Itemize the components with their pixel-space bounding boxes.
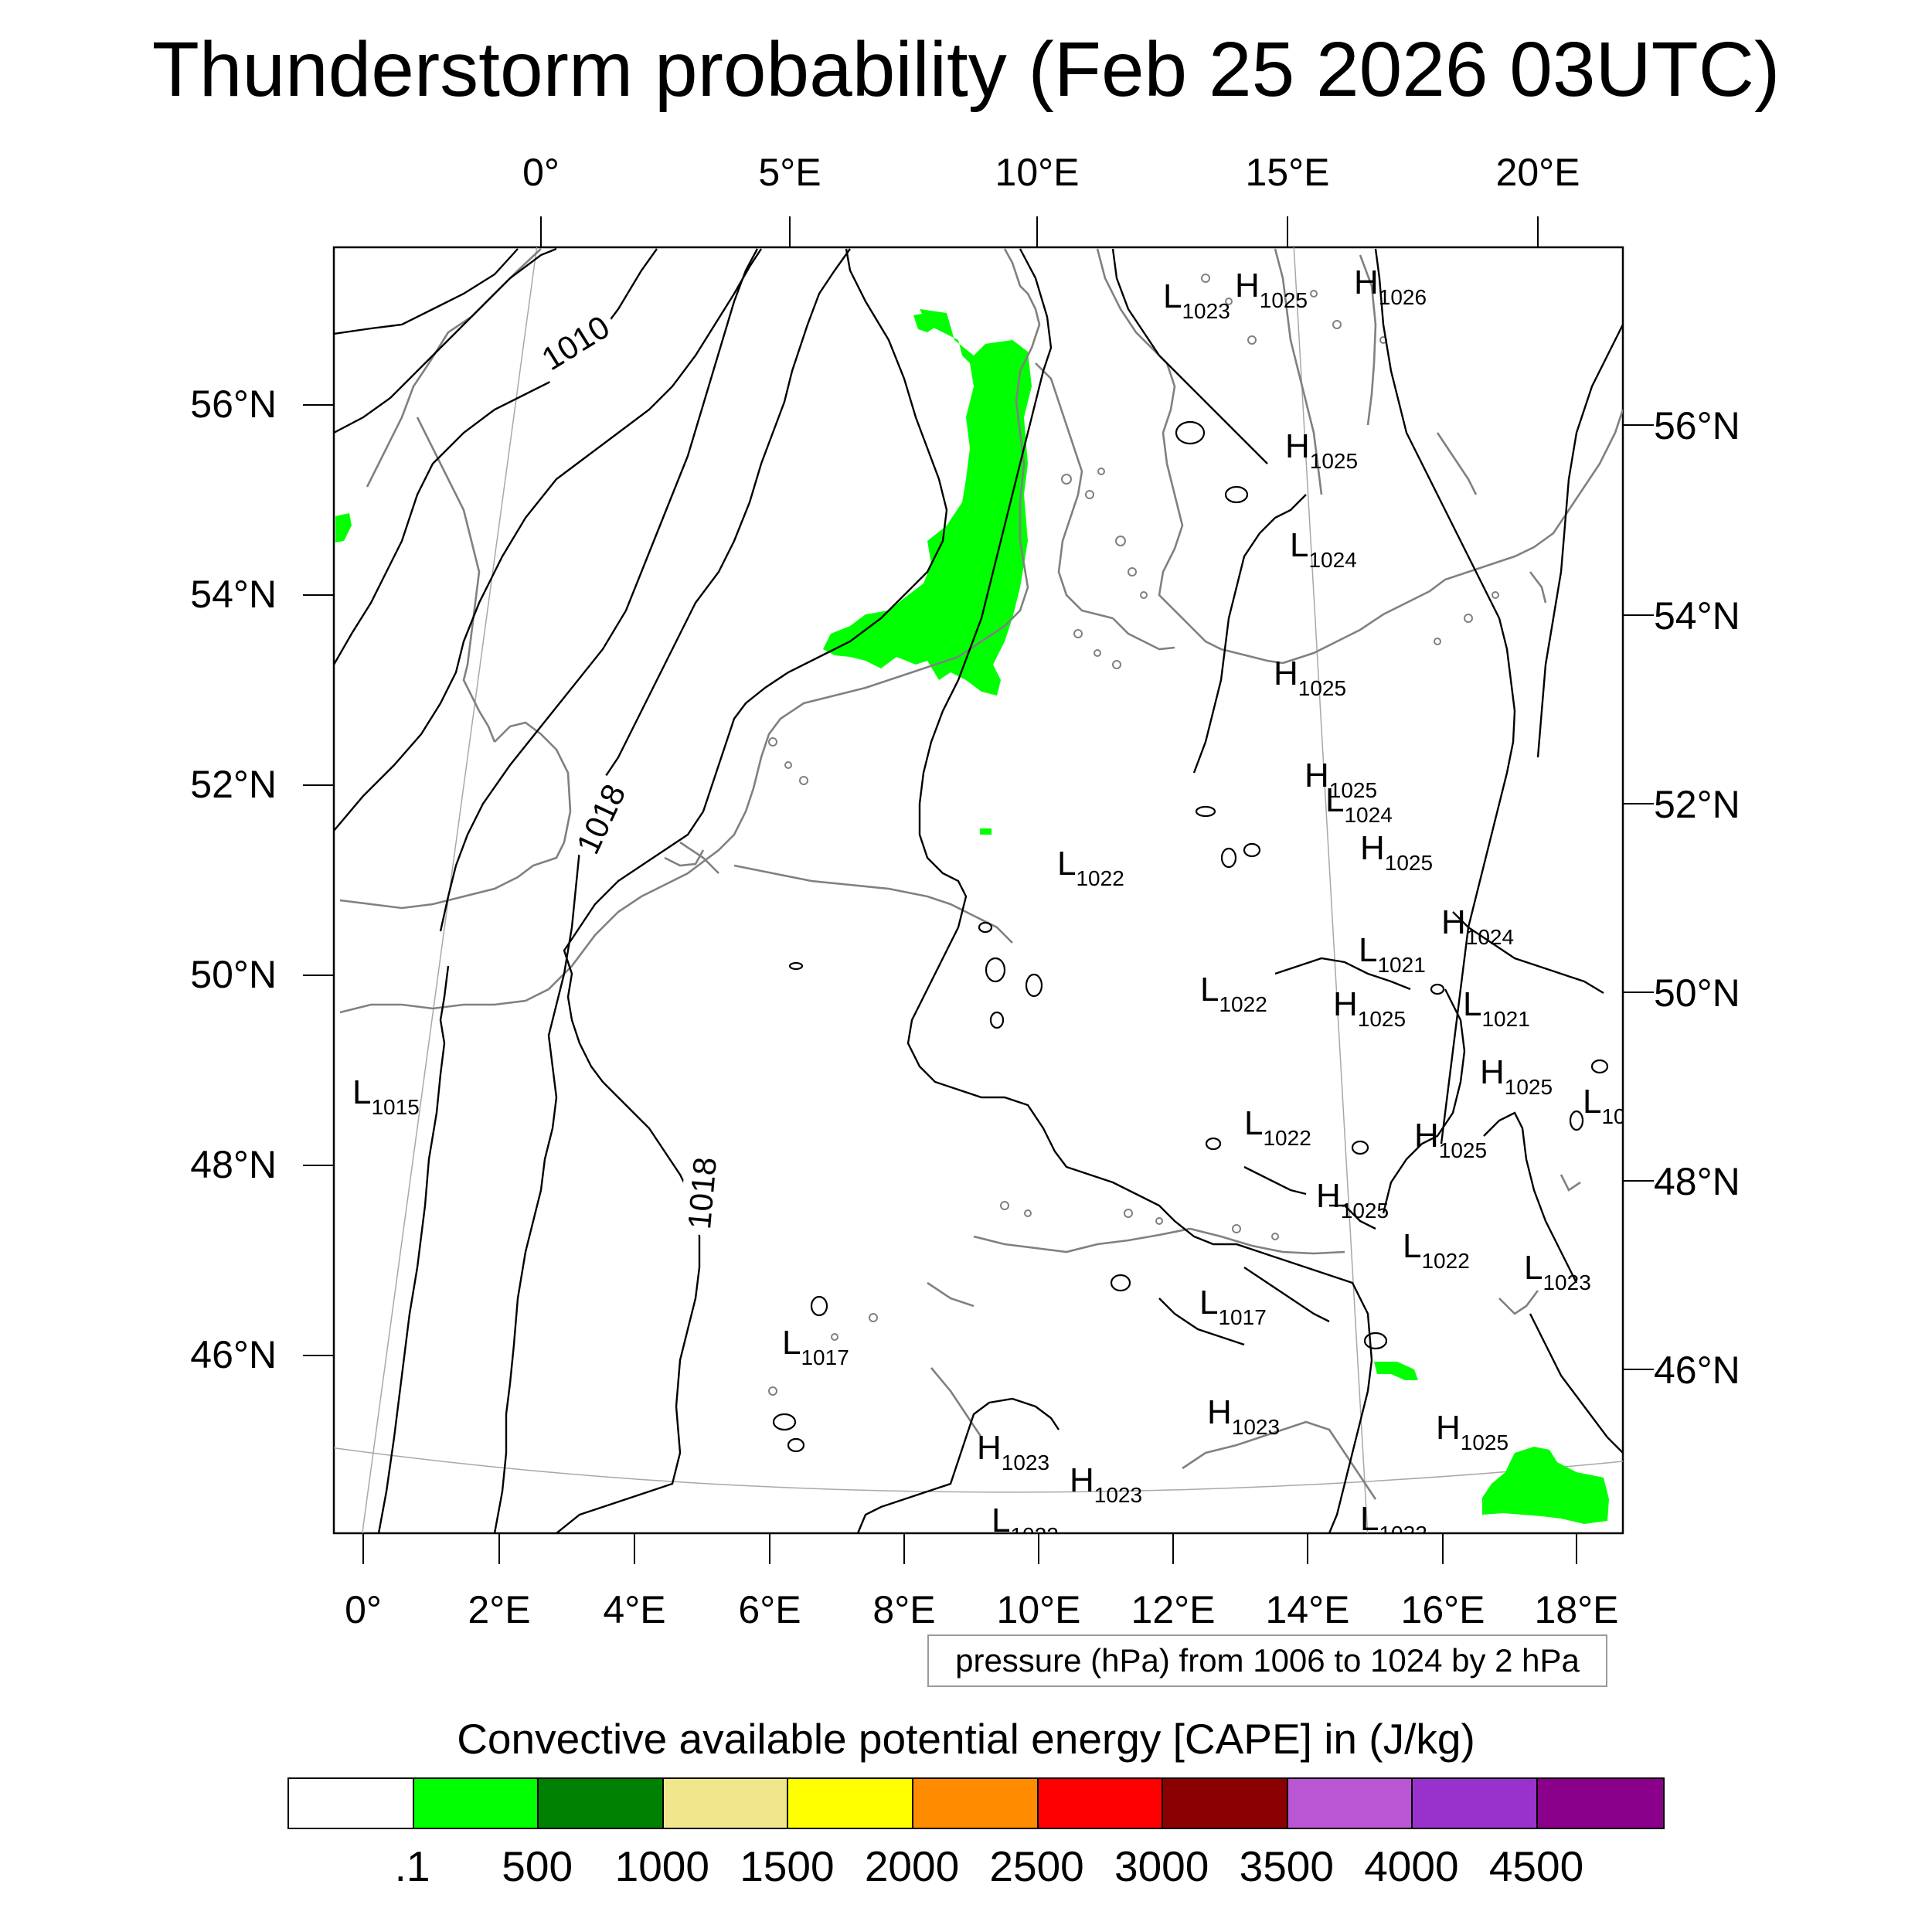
top-lon-20e: 20°E — [1496, 151, 1580, 194]
pressure-center-label: H1023 — [1207, 1393, 1280, 1439]
isobar-small-contours — [772, 420, 1609, 1453]
pressure-center-label: L10 — [1583, 1083, 1626, 1128]
pressure-info-box: pressure (hPa) from 1006 to 1024 by 2 hP… — [927, 1634, 1607, 1687]
pressure-center-label: H1025 — [1436, 1409, 1509, 1454]
pressure-center-label: H1025 — [1414, 1117, 1487, 1162]
colorbar-swatch — [663, 1779, 789, 1828]
pressure-center-label: H1025 — [1333, 985, 1406, 1031]
colorbar-swatch — [539, 1779, 664, 1828]
bottom-lon-0: 0° — [345, 1588, 382, 1631]
pressure-center-label: L1024 — [1325, 781, 1393, 827]
colorbar-label: 1500 — [740, 1842, 835, 1890]
pressure-center-label: L1022 — [1057, 845, 1124, 890]
right-lat-48n: 48°N — [1654, 1160, 1740, 1203]
contour-label-1018-b: 1018 — [681, 1155, 723, 1230]
pressure-center-label: L1017 — [782, 1324, 849, 1369]
colorbar-label: 4000 — [1364, 1842, 1459, 1890]
cape-shading — [335, 309, 1609, 1524]
colorbar-label: 3000 — [1114, 1842, 1209, 1890]
map-title: Thunderstorm probability (Feb 25 2026 03… — [151, 26, 1781, 113]
pressure-center-label: H1026 — [1354, 264, 1427, 309]
colorbar-label: .1 — [394, 1842, 430, 1890]
right-lat-50n: 50°N — [1654, 971, 1740, 1015]
pressure-center-label: L1022 — [1200, 971, 1267, 1016]
colorbar — [287, 1777, 1665, 1829]
colorbar-swatch — [1537, 1779, 1663, 1828]
bottom-lon-8e: 8°E — [872, 1588, 935, 1631]
axis-labels: 0° 5°E 10°E 15°E 20°E 0° 2°E 4°E 6°E 8°E… — [190, 151, 1740, 1631]
pressure-center-label: H1025 — [1480, 1053, 1553, 1099]
tick-marks — [303, 216, 1654, 1564]
colorbar-swatch — [1413, 1779, 1538, 1828]
bottom-lon-18e: 18°E — [1535, 1588, 1619, 1631]
bottom-lon-12e: 12°E — [1131, 1588, 1216, 1631]
top-lon-5e: 5°E — [758, 151, 821, 194]
bottom-lon-14e: 14°E — [1266, 1588, 1350, 1631]
top-lon-10e: 10°E — [995, 151, 1080, 194]
top-lon-0: 0° — [522, 151, 560, 194]
colorbar-label: 1000 — [614, 1842, 709, 1890]
bottom-lon-2e: 2°E — [468, 1588, 530, 1631]
pressure-center-label: L1021 — [1359, 931, 1426, 977]
graticule — [334, 247, 1623, 1533]
pressure-center-label: H1025 — [1285, 427, 1358, 473]
right-lat-54n: 54°N — [1654, 594, 1740, 638]
right-lat-46n: 46°N — [1654, 1349, 1740, 1392]
pressure-center-label: L1022 — [1244, 1104, 1311, 1150]
right-lat-52n: 52°N — [1654, 783, 1740, 826]
pressure-center-label: H1025 — [1304, 757, 1377, 802]
pressure-center-label: H1023 — [977, 1429, 1049, 1475]
colorbar-swatch — [1287, 1779, 1413, 1828]
pressure-center-label: L1023 — [1163, 277, 1230, 323]
pressure-center-label: L1024 — [1290, 526, 1357, 572]
colorbar-swatch — [1038, 1779, 1164, 1828]
pressure-center-label: H1025 — [1235, 267, 1308, 312]
pressure-center-label: H1025 — [1360, 829, 1433, 875]
colorbar-label: 2500 — [989, 1842, 1084, 1890]
colorbar-label: 2000 — [864, 1842, 960, 1890]
pressure-center-label: H1025 — [1316, 1177, 1389, 1223]
top-lon-15e: 15°E — [1246, 151, 1330, 194]
coastline-islands — [768, 274, 1499, 1396]
colorbar-swatch — [788, 1779, 913, 1828]
left-lat-52n: 52°N — [190, 763, 277, 806]
colorbar-title: Convective available potential energy [C… — [457, 1715, 1475, 1763]
pressure-center-label: H1025 — [1274, 655, 1346, 700]
left-lat-46n: 46°N — [190, 1333, 277, 1376]
left-lat-56n: 56°N — [190, 383, 277, 426]
pressure-center-label: L1022 — [1403, 1227, 1470, 1273]
bottom-lon-16e: 16°E — [1401, 1588, 1485, 1631]
left-lat-50n: 50°N — [190, 953, 277, 996]
pressure-center-label: L1017 — [1199, 1284, 1267, 1329]
colorbar-swatch — [913, 1779, 1039, 1828]
isobars — [334, 247, 1623, 1533]
colorbar-swatch — [413, 1779, 539, 1828]
pressure-center-label: L1022 — [1360, 1500, 1427, 1546]
left-lat-54n: 54°N — [190, 573, 277, 616]
colorbar-swatch — [1163, 1779, 1288, 1828]
colorbar-labels: .1 500 1000 1500 2000 2500 3000 3500 4000 4500 — [0, 1839, 1932, 1893]
colorbar-label: 500 — [502, 1842, 573, 1890]
bottom-lon-10e: 10°E — [997, 1588, 1081, 1631]
bottom-lon-6e: 6°E — [738, 1588, 801, 1631]
pressure-center-label: L1023 — [1524, 1249, 1591, 1294]
bottom-lon-4e: 4°E — [603, 1588, 665, 1631]
pressure-center-label: L1015 — [352, 1073, 420, 1119]
pressure-center-label: H1023 — [1070, 1461, 1142, 1507]
pressure-center-label: H1024 — [1441, 903, 1514, 949]
right-lat-56n: 56°N — [1654, 404, 1740, 447]
pressure-center-label: L1021 — [1463, 985, 1530, 1031]
pressure-center-label: L1022 — [992, 1502, 1059, 1547]
colorbar-swatch — [289, 1779, 414, 1828]
left-lat-48n: 48°N — [190, 1143, 277, 1186]
colorbar-label: 4500 — [1488, 1842, 1584, 1890]
colorbar-label: 3500 — [1239, 1842, 1334, 1890]
